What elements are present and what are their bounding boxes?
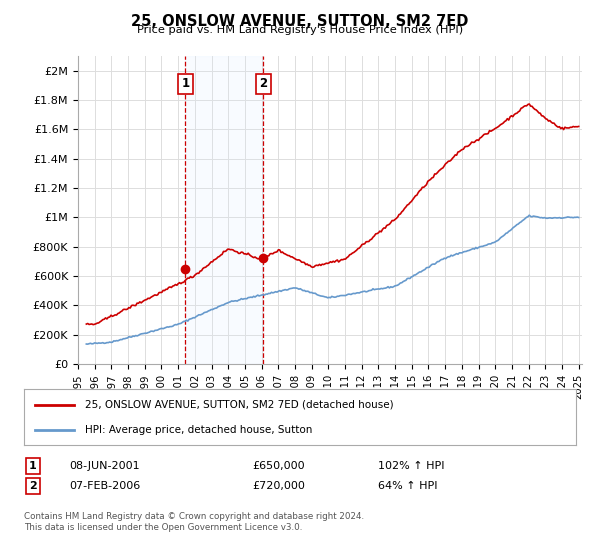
Bar <box>185 56 263 364</box>
Text: 2: 2 <box>29 481 37 491</box>
Text: HPI: Average price, detached house, Sutton: HPI: Average price, detached house, Sutt… <box>85 424 312 435</box>
Text: Price paid vs. HM Land Registry's House Price Index (HPI): Price paid vs. HM Land Registry's House … <box>137 25 463 35</box>
Text: 25, ONSLOW AVENUE, SUTTON, SM2 7ED (detached house): 25, ONSLOW AVENUE, SUTTON, SM2 7ED (deta… <box>85 400 394 410</box>
Text: £650,000: £650,000 <box>252 461 305 471</box>
Text: 25, ONSLOW AVENUE, SUTTON, SM2 7ED: 25, ONSLOW AVENUE, SUTTON, SM2 7ED <box>131 14 469 29</box>
Text: 1: 1 <box>29 461 37 471</box>
Text: Contains HM Land Registry data © Crown copyright and database right 2024.
This d: Contains HM Land Registry data © Crown c… <box>24 512 364 532</box>
Text: £720,000: £720,000 <box>252 481 305 491</box>
Text: 102% ↑ HPI: 102% ↑ HPI <box>378 461 445 471</box>
Text: 08-JUN-2001: 08-JUN-2001 <box>69 461 140 471</box>
Text: 07-FEB-2006: 07-FEB-2006 <box>69 481 140 491</box>
Text: 1: 1 <box>181 77 190 90</box>
Text: 64% ↑ HPI: 64% ↑ HPI <box>378 481 437 491</box>
Text: 2: 2 <box>259 77 268 90</box>
